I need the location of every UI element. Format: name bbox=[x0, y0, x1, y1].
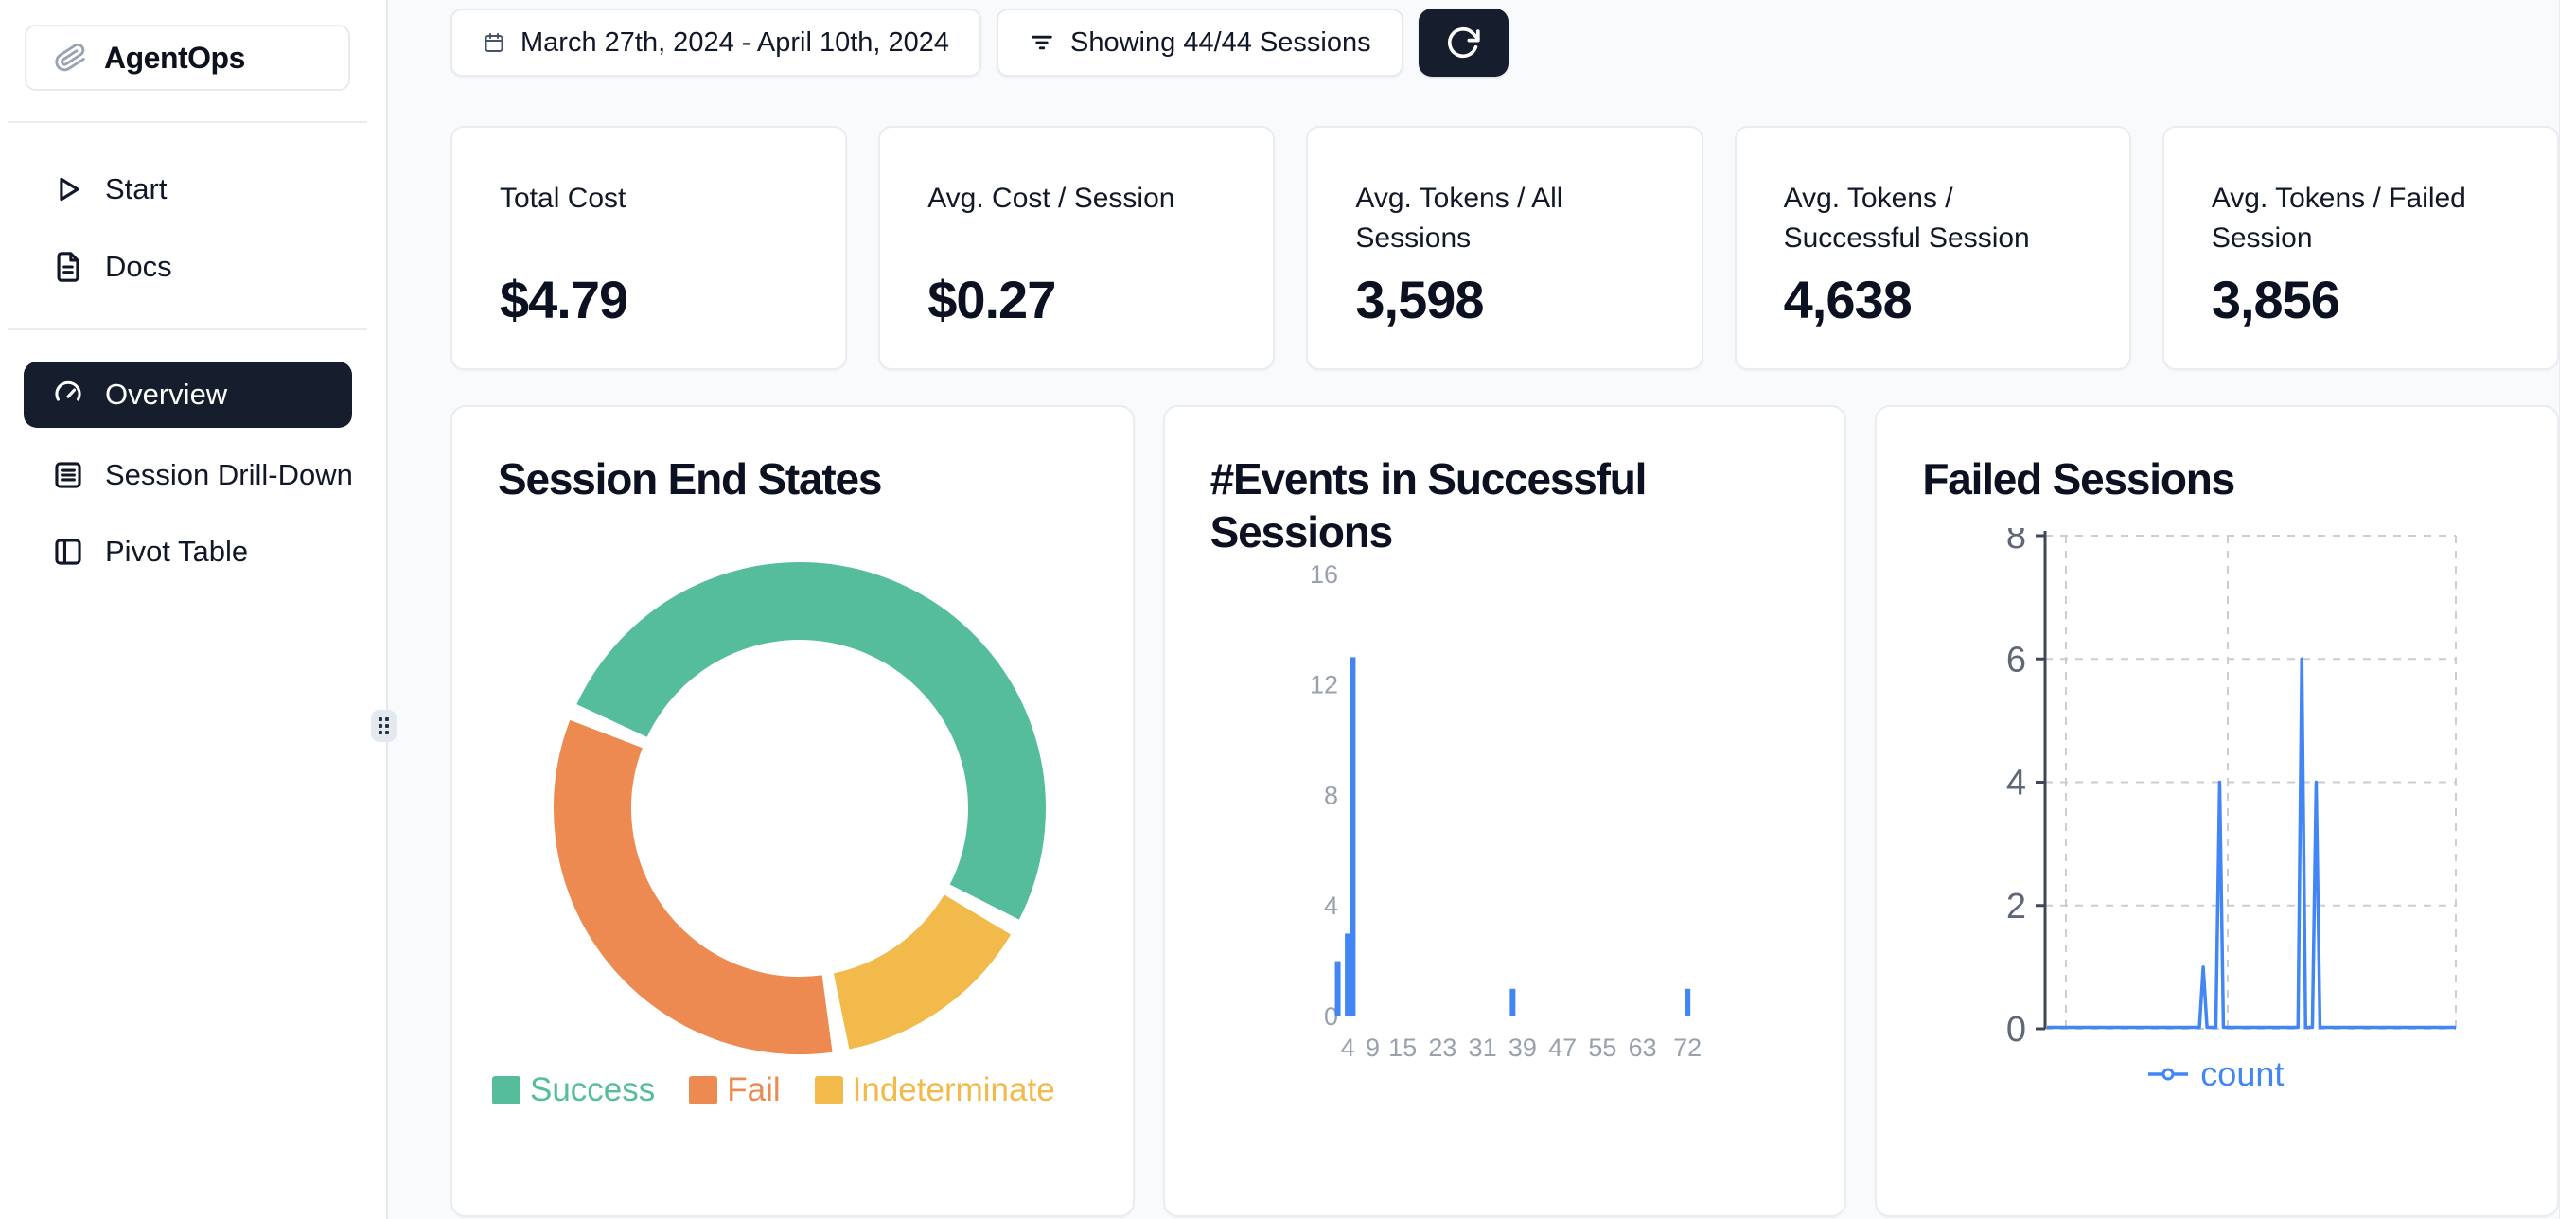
gauge-icon bbox=[55, 380, 81, 401]
svg-text:9: 9 bbox=[1366, 1034, 1380, 1062]
legend-swatch bbox=[814, 1076, 843, 1104]
legend-item-indeterminate[interactable]: Indeterminate bbox=[814, 1071, 1055, 1109]
legend-swatch bbox=[689, 1076, 718, 1104]
sidebar-divider-top bbox=[8, 121, 367, 123]
sidebar-resize-handle[interactable] bbox=[371, 710, 397, 742]
sessions-filter-button[interactable]: Showing 44/44 Sessions bbox=[997, 9, 1403, 77]
stat-card-avg-tokens-all: Avg. Tokens / All Sessions 3,598 bbox=[1306, 126, 1703, 370]
stat-value: 3,856 bbox=[2211, 270, 2340, 329]
count-legend-item[interactable]: count bbox=[1922, 1054, 2509, 1094]
refresh-icon bbox=[1448, 26, 1480, 59]
stat-value: 4,638 bbox=[1783, 270, 1913, 329]
brand-logo[interactable]: AgentOps bbox=[25, 25, 350, 91]
legend-swatch bbox=[491, 1076, 520, 1104]
chart-title: Session End States bbox=[498, 454, 883, 504]
sidebar-item-session-drilldown[interactable]: Session Drill-Down bbox=[24, 452, 365, 498]
sidebar-item-label: Docs bbox=[105, 250, 172, 283]
stat-card-avg-tokens-success: Avg. Tokens / Successful Session 4,638 bbox=[1734, 126, 2131, 370]
brand-name: AgentOps bbox=[104, 40, 245, 75]
svg-text:12: 12 bbox=[1310, 671, 1338, 699]
legend-item-success[interactable]: Success bbox=[491, 1071, 656, 1109]
svg-text:55: 55 bbox=[1588, 1034, 1616, 1062]
legend-label: Indeterminate bbox=[852, 1071, 1055, 1108]
topbar: March 27th, 2024 - April 10th, 2024 Show… bbox=[450, 9, 2559, 77]
svg-text:0: 0 bbox=[2006, 1010, 2026, 1044]
stat-value: $4.79 bbox=[500, 270, 628, 329]
failed-sessions-line-chart: 0 2 4 6 8 bbox=[2006, 517, 2458, 1050]
main-content: March 27th, 2024 - April 10th, 2024 Show… bbox=[388, 0, 2576, 1219]
filter-icon bbox=[1032, 35, 1052, 50]
date-range-label: March 27th, 2024 - April 10th, 2024 bbox=[520, 26, 950, 58]
stat-label: Avg. Cost / Session bbox=[927, 183, 1175, 214]
stat-value: $0.27 bbox=[927, 270, 1056, 329]
pivot-panel-icon bbox=[55, 539, 81, 565]
stat-card-total-cost: Total Cost $4.79 bbox=[450, 126, 848, 370]
svg-text:8: 8 bbox=[2006, 528, 2026, 556]
play-icon bbox=[60, 177, 79, 202]
svg-text:47: 47 bbox=[1548, 1034, 1577, 1062]
stat-value: 3,598 bbox=[1355, 270, 1484, 329]
events-histogram-card: #Events in Successful Sessions 0 4 8 12 16 4 9… bbox=[1162, 405, 1847, 1217]
sidebar-item-label: Pivot Table bbox=[105, 535, 249, 568]
date-range-button[interactable]: March 27th, 2024 - April 10th, 2024 bbox=[450, 9, 982, 77]
paperclip-icon bbox=[55, 43, 85, 72]
svg-text:2: 2 bbox=[2006, 887, 2026, 927]
sessions-filter-label: Showing 44/44 Sessions bbox=[1070, 26, 1371, 58]
scrollbar-track[interactable] bbox=[2559, 0, 2576, 1219]
svg-text:63: 63 bbox=[1628, 1034, 1656, 1062]
session-end-states-card: Session End States Success Fail bbox=[450, 405, 1135, 1217]
calendar-icon bbox=[485, 33, 503, 52]
svg-text:0: 0 bbox=[1324, 1002, 1338, 1031]
legend-label: count bbox=[2200, 1054, 2285, 1093]
donut-chart bbox=[554, 562, 1047, 1054]
sidebar-item-label: Session Drill-Down bbox=[105, 458, 353, 491]
stat-label: Avg. Tokens / Successful Session bbox=[1783, 183, 2030, 254]
svg-text:4: 4 bbox=[1340, 1034, 1354, 1062]
legend-label: Success bbox=[529, 1071, 656, 1108]
svg-text:15: 15 bbox=[1388, 1034, 1417, 1062]
sidebar: AgentOps Start Docs Overview bbox=[0, 0, 397, 1219]
donut-legend: Success Fail Indeterminate bbox=[460, 1071, 1087, 1109]
session-list-icon bbox=[55, 462, 81, 488]
stat-label: Avg. Tokens / Failed Session bbox=[2211, 183, 2466, 254]
stats-row: Total Cost $4.79 Avg. Cost / Session $0.… bbox=[450, 126, 2560, 370]
svg-text:6: 6 bbox=[2006, 640, 2026, 680]
chart-title: Failed Sessions bbox=[1922, 454, 2235, 504]
line-marker-icon bbox=[2148, 1068, 2189, 1081]
sidebar-item-docs[interactable]: Docs bbox=[24, 244, 365, 290]
stat-label: Total Cost bbox=[500, 183, 626, 214]
stat-label: Avg. Tokens / All Sessions bbox=[1355, 183, 1563, 254]
legend-label: Fail bbox=[727, 1071, 781, 1108]
sidebar-item-start[interactable]: Start bbox=[24, 167, 365, 212]
sidebar-item-overview[interactable]: Overview bbox=[24, 362, 352, 428]
charts-row: Session End States Success Fail bbox=[450, 405, 2560, 1217]
legend-item-fail[interactable]: Fail bbox=[689, 1071, 781, 1109]
svg-text:23: 23 bbox=[1428, 1034, 1456, 1062]
svg-text:31: 31 bbox=[1468, 1034, 1496, 1062]
sidebar-divider-mid bbox=[8, 328, 367, 330]
refresh-button[interactable] bbox=[1418, 9, 1509, 77]
failed-sessions-card: Failed Sessions 0 2 4 6 8 count bbox=[1875, 405, 2560, 1217]
chart-title: #Events in Successful Sessions bbox=[1209, 454, 1648, 556]
stat-card-avg-cost: Avg. Cost / Session $0.27 bbox=[878, 126, 1276, 370]
svg-text:4: 4 bbox=[2006, 764, 2026, 804]
sidebar-item-label: Start bbox=[105, 172, 168, 205]
sidebar-item-pivot-table[interactable]: Pivot Table bbox=[24, 529, 365, 574]
svg-text:39: 39 bbox=[1509, 1034, 1537, 1062]
docs-icon bbox=[57, 252, 79, 282]
svg-text:4: 4 bbox=[1324, 892, 1338, 920]
svg-text:8: 8 bbox=[1324, 781, 1338, 809]
svg-text:16: 16 bbox=[1310, 565, 1338, 589]
svg-text:72: 72 bbox=[1673, 1034, 1702, 1062]
stat-card-avg-tokens-failed: Avg. Tokens / Failed Session 3,856 bbox=[2161, 126, 2560, 370]
sidebar-item-label: Overview bbox=[105, 378, 228, 411]
